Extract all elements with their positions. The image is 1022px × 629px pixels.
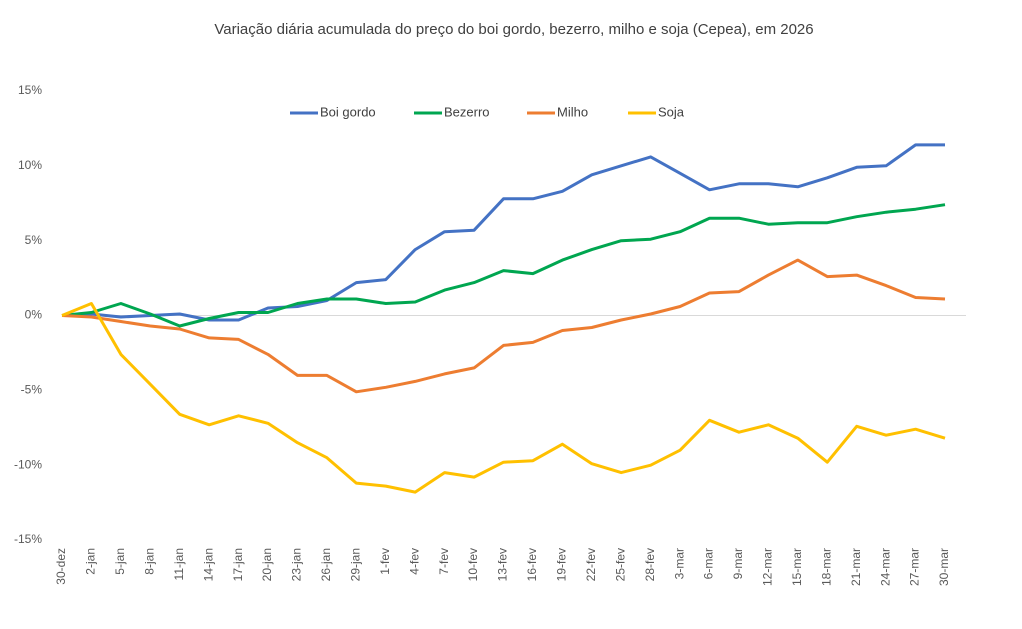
x-tick-label: 27-mar (908, 548, 922, 586)
x-tick-label: 23-jan (290, 548, 304, 581)
x-tick-label: 25-fev (613, 548, 627, 581)
legend-label: Soja (658, 104, 685, 119)
legend-label: Boi gordo (320, 104, 376, 119)
x-tick-label: 9-mar (731, 548, 745, 579)
x-tick-label: 1-fev (378, 548, 392, 575)
y-tick-label: -10% (14, 457, 42, 471)
legend-label: Milho (557, 104, 588, 119)
x-tick-label: 21-mar (849, 548, 863, 586)
x-tick-label: 7-fev (437, 548, 451, 575)
x-tick-label: 30-mar (937, 548, 951, 586)
y-tick-label: -5% (21, 383, 43, 397)
x-tick-label: 5-jan (113, 548, 127, 575)
y-tick-label: 5% (25, 233, 43, 247)
chart-title: Variação diária acumulada do preço do bo… (214, 21, 813, 38)
series-line (61, 143, 945, 322)
x-tick-label: 30-dez (54, 548, 68, 585)
x-tick-label: 14-jan (201, 548, 215, 581)
x-tick-label: 15-mar (790, 548, 804, 586)
y-tick-label: 15% (18, 83, 42, 97)
series-line (61, 302, 946, 494)
x-tick-label: 20-jan (260, 548, 274, 581)
x-tick-label: 17-jan (231, 548, 245, 581)
x-tick-label: 22-fev (584, 548, 598, 581)
y-tick-label: 10% (18, 158, 42, 172)
x-tick-label: 11-jan (172, 548, 186, 580)
x-tick-label: 28-fev (643, 548, 657, 581)
x-tick-label: 18-mar (819, 548, 833, 586)
y-tick-label: 0% (25, 308, 43, 322)
x-tick-label: 2-jan (84, 548, 98, 575)
y-tick-label: -15% (14, 532, 42, 546)
x-tick-label: 29-jan (349, 548, 363, 581)
x-tick-label: 16-fev (525, 548, 539, 581)
x-tick-label: 3-mar (672, 548, 686, 579)
x-tick-label: 8-jan (142, 548, 156, 575)
x-tick-label: 24-mar (878, 548, 892, 586)
x-tick-label: 12-mar (761, 548, 775, 586)
x-tick-label: 13-fev (496, 548, 510, 581)
series-line (61, 258, 946, 394)
legend-label: Bezerro (444, 104, 490, 119)
x-tick-label: 26-jan (319, 548, 333, 581)
series-line (61, 203, 946, 328)
x-tick-label: 4-fev (407, 548, 421, 575)
x-tick-label: 10-fev (466, 548, 480, 581)
x-tick-label: 19-fev (555, 548, 569, 581)
x-tick-label: 6-mar (702, 548, 716, 579)
